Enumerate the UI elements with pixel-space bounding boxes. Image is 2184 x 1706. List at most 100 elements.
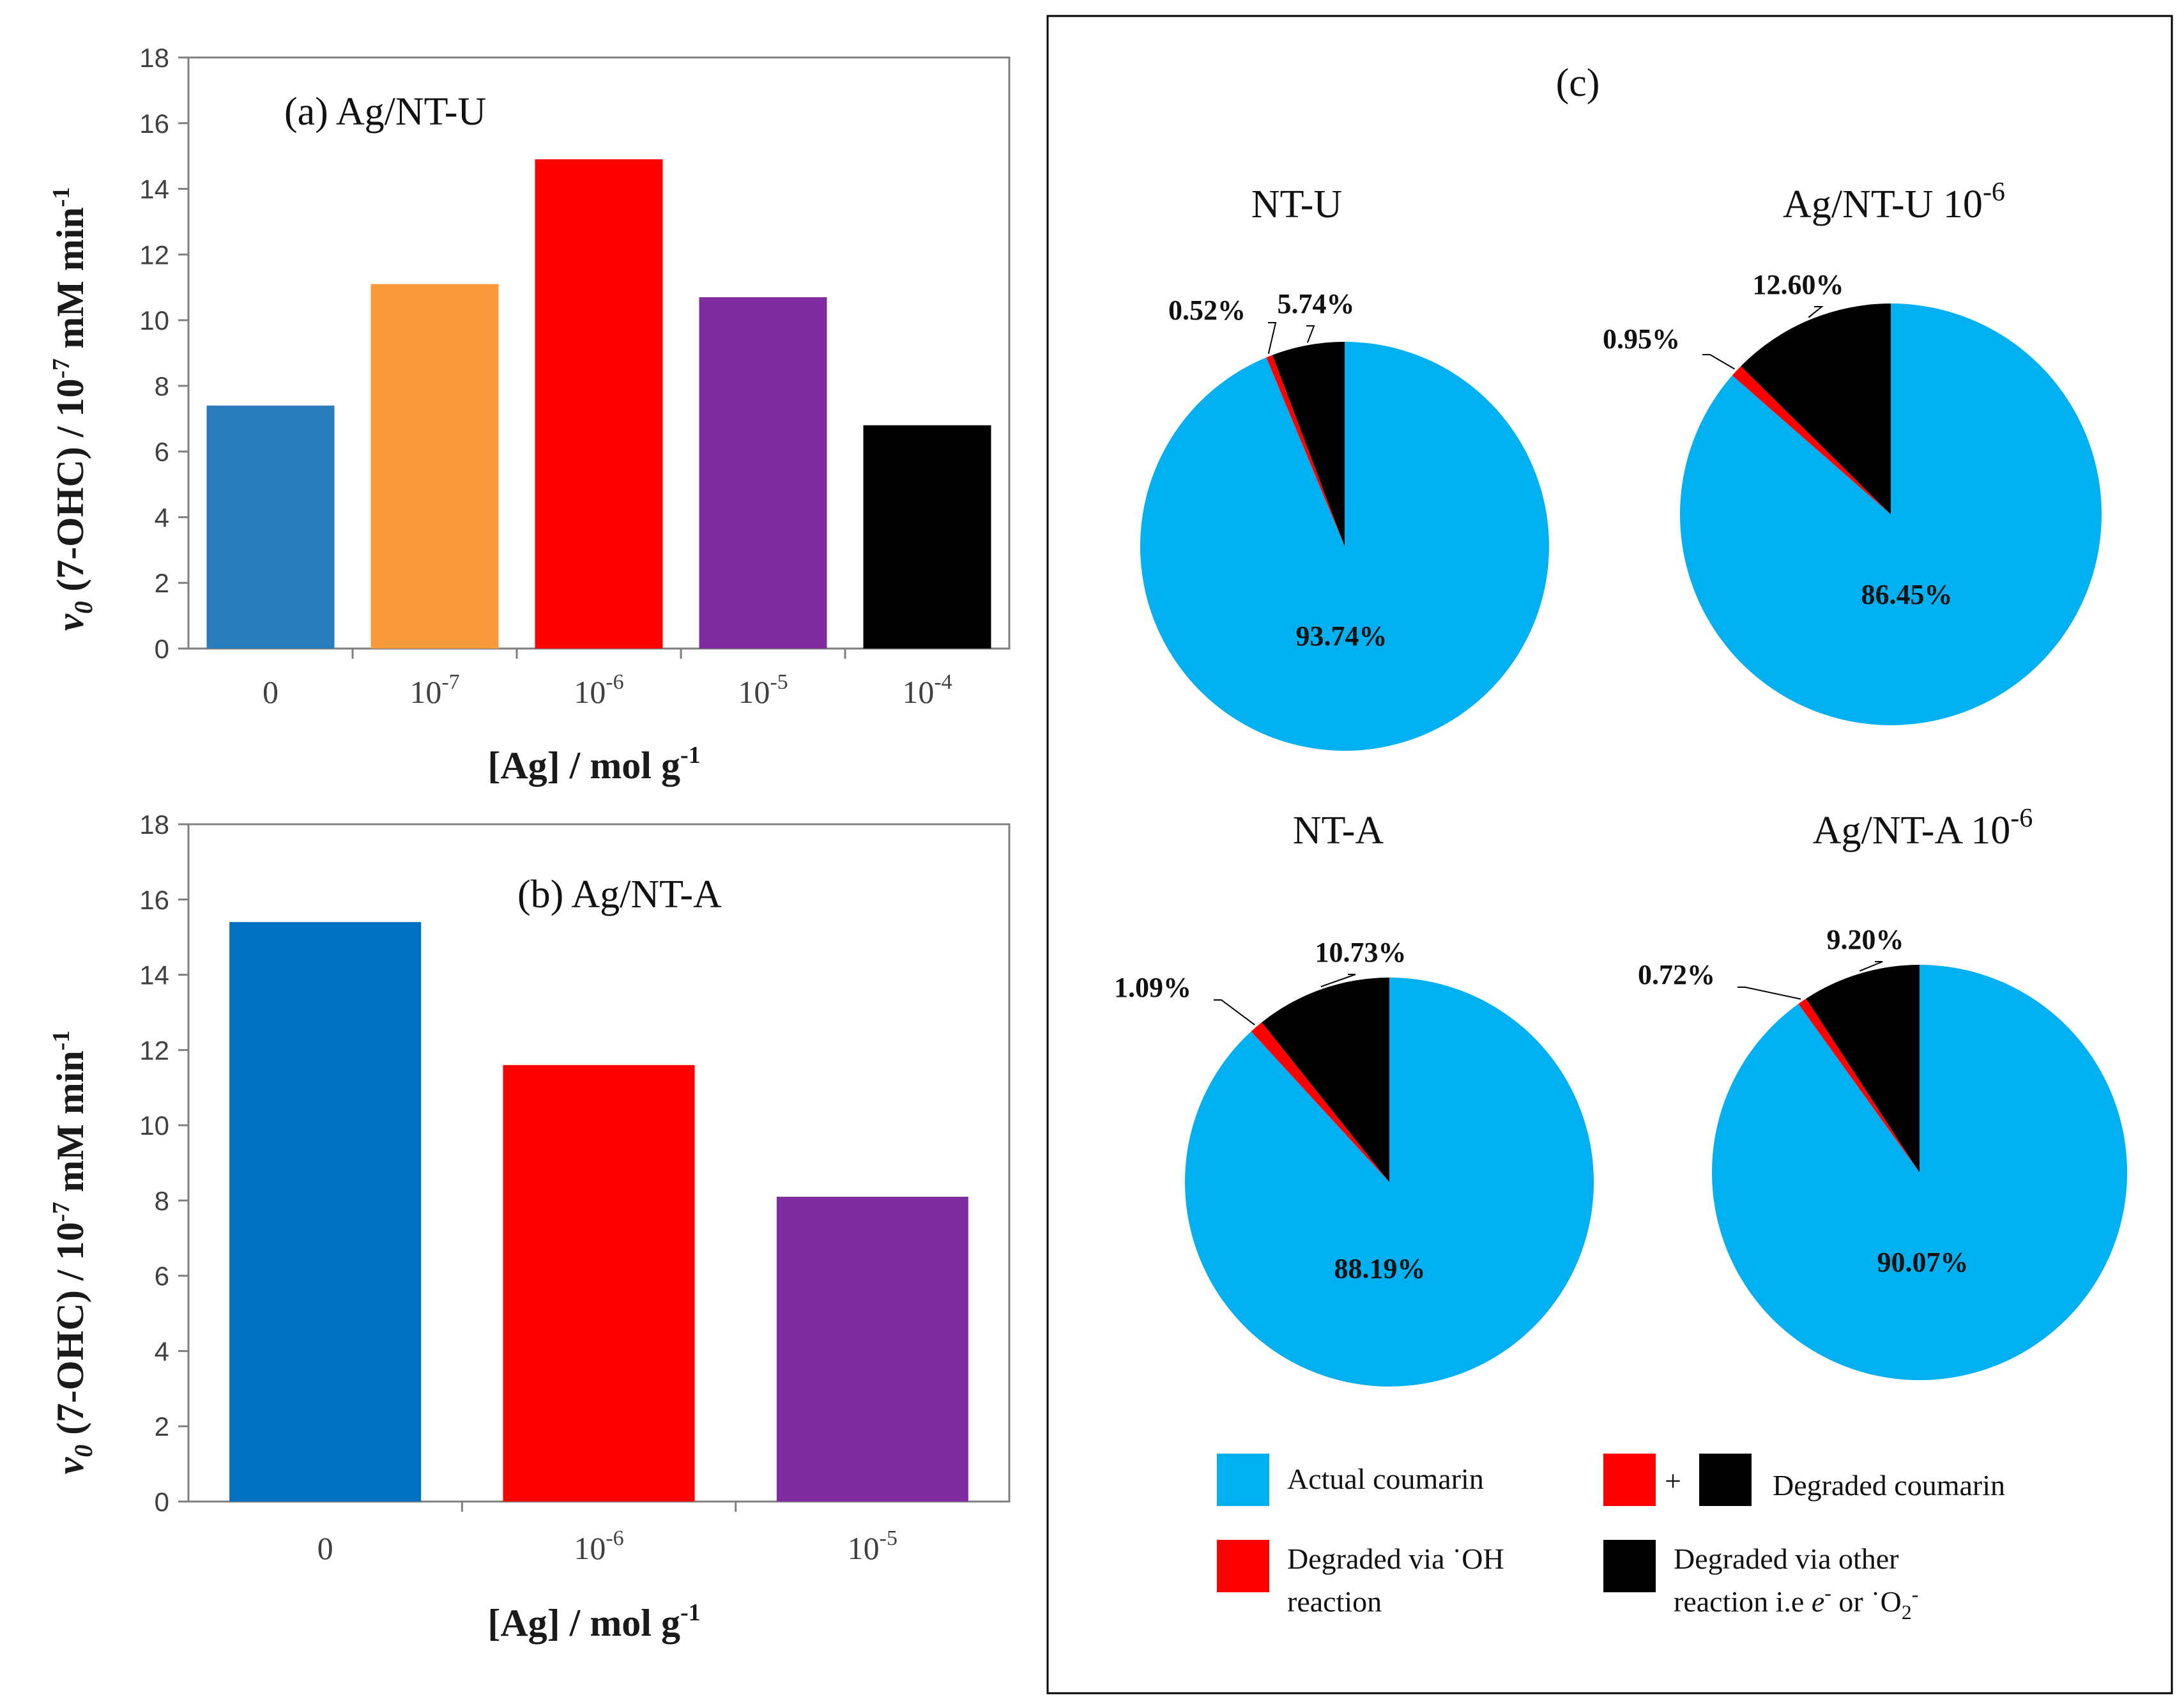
pie-title: Ag/NT-U 10-6: [1783, 178, 2005, 226]
legend-other-label-line2: reaction i.e e- or ˙O2-: [1674, 1581, 1918, 1624]
legend-plus: +: [1665, 1464, 1681, 1497]
slice-actual-coumarin: [1680, 304, 2102, 725]
pie-chart: Ag/NT-A 10-6 90.07% 0.72% 9.20%: [1638, 804, 2127, 1381]
legend-actual-label: Actual coumarin: [1287, 1463, 1484, 1495]
y-tick-label: 14: [139, 960, 169, 990]
legend-degraded-label: Degraded coumarin: [1773, 1469, 2005, 1502]
slice-degraded-other: [1741, 304, 1891, 514]
other-a: reaction i.e: [1674, 1585, 1812, 1618]
pie-data-label: 86.45%: [1861, 579, 1953, 610]
other-b: or ˙O: [1831, 1585, 1902, 1618]
pie-title: NT-U: [1251, 183, 1342, 226]
leader-line: [1267, 322, 1277, 354]
pie-data-label: 5.74%: [1278, 288, 1355, 319]
y-tick-label: 4: [155, 502, 169, 532]
x-exp: -1: [680, 742, 701, 769]
pie-chart: Ag/NT-U 10-6 86.45% 0.95% 12.60%: [1603, 178, 2102, 725]
pie-data-label: 90.07%: [1877, 1247, 1969, 1278]
y-unit-exp: -1: [48, 1031, 75, 1051]
legend-oh-label-line2: reaction: [1287, 1585, 1382, 1618]
y-tick-label: 16: [139, 109, 169, 139]
leader-line: [1859, 961, 1883, 972]
category-label: 10-5: [738, 670, 788, 710]
pie-legend: Actual coumarin + Degraded coumarin Degr…: [1217, 1454, 2005, 1624]
slice-degraded-oh: [1732, 366, 1891, 514]
chart-a-title: (a) Ag/NT-U: [284, 90, 486, 134]
y-mid: (7-OHC) / 10: [49, 379, 91, 601]
y-unit-exp: -1: [48, 187, 75, 208]
legend-swatch-other-2: [1603, 1540, 1656, 1592]
slice-degraded-other: [1272, 342, 1345, 546]
category-label: 0: [263, 674, 279, 710]
y-tick-label: 2: [155, 568, 169, 598]
y-mid: (7-OHC) / 10: [49, 1222, 91, 1445]
slice-degraded-other: [1806, 965, 1920, 1172]
y-tick-label: 18: [139, 43, 169, 73]
slice-actual-coumarin: [1712, 965, 2127, 1381]
y-sub: 0: [69, 1445, 98, 1457]
pie-data-label: 9.20%: [1827, 924, 1904, 955]
chart-b-title: (b) Ag/NT-A: [517, 873, 722, 916]
y-tick-label: 8: [155, 1186, 169, 1216]
y-var: v: [49, 613, 91, 631]
chart-b-x-axis-label: [Ag] / mol g-1: [487, 1599, 700, 1644]
y-tick-label: 12: [139, 240, 169, 270]
pie-data-label: 0.52%: [1168, 295, 1246, 326]
legend-other-label-line1: Degraded via other: [1674, 1542, 1899, 1575]
chart-a-y-axis-label: v0 (7-OHC) / 10-7 mM min-1: [48, 187, 98, 631]
y-tick-label: 2: [155, 1411, 169, 1441]
pie-data-label: 0.95%: [1603, 323, 1680, 355]
y-unit: mM min: [49, 207, 91, 358]
x-main: [Ag] / mol g: [487, 1602, 680, 1644]
bar: [229, 922, 422, 1502]
x-exp: -1: [680, 1599, 701, 1626]
pie-data-label: 88.19%: [1334, 1253, 1426, 1284]
bar: [370, 284, 499, 649]
legend-oh-label-line1: Degraded via ˙OH: [1287, 1542, 1504, 1575]
pie-panel-c: (c) NT-U 93.74% 0.52% 5.74% Ag/NT-U 10-6 86.4…: [1046, 15, 2173, 1694]
y-exp: -7: [48, 358, 75, 379]
category-label: 10-4: [902, 670, 952, 710]
y-tick-label: 16: [139, 885, 169, 915]
pie-data-label: 0.72%: [1638, 959, 1715, 990]
slice-actual-coumarin: [1185, 978, 1594, 1387]
pie-title: NT-A: [1293, 809, 1384, 852]
x-main: [Ag] / mol g: [487, 744, 680, 787]
leader-line: [1737, 987, 1801, 1000]
legend-swatch-oh-2: [1217, 1540, 1269, 1592]
pie-data-label: 1.09%: [1114, 972, 1191, 1003]
category-label: 10-7: [409, 670, 459, 710]
panel-c-label: (c): [1556, 61, 1600, 105]
category-label: 10-5: [848, 1526, 897, 1566]
y-var: v: [49, 1456, 91, 1474]
legend-swatch-other: [1699, 1454, 1752, 1506]
y-tick-label: 10: [139, 1110, 169, 1141]
bar-chart-a: 0 2 4 6 8 10 12 14 16 18 0 10-7 10-6 10-5 10-4 (a) Ag…: [48, 43, 1011, 787]
y-tick-label: 8: [155, 371, 169, 401]
y-tick-label: 0: [155, 634, 169, 664]
y-tick-label: 14: [139, 174, 169, 204]
other-sup: -: [1912, 1583, 1919, 1606]
y-unit: mM min: [49, 1050, 91, 1202]
slice-degraded-oh: [1798, 998, 1920, 1172]
leader-line: [1306, 325, 1315, 343]
y-tick-label: 0: [155, 1487, 169, 1517]
y-tick-label: 12: [139, 1035, 169, 1065]
y-tick-label: 6: [155, 1261, 169, 1291]
pie-data-label: 10.73%: [1315, 937, 1407, 968]
legend-swatch-actual: [1217, 1454, 1269, 1506]
panel-c-border: [1046, 15, 2173, 1694]
leader-line: [1214, 999, 1255, 1026]
bar: [863, 425, 991, 649]
slice-degraded-oh: [1251, 1022, 1389, 1182]
bar: [699, 297, 827, 649]
bar: [535, 159, 663, 649]
bar: [503, 1064, 695, 1502]
category-label: 0: [317, 1530, 333, 1566]
other-e: e: [1812, 1585, 1824, 1618]
leader-line: [1808, 306, 1824, 318]
legend-swatch-oh: [1603, 1454, 1656, 1506]
y-sub: 0: [69, 601, 98, 614]
